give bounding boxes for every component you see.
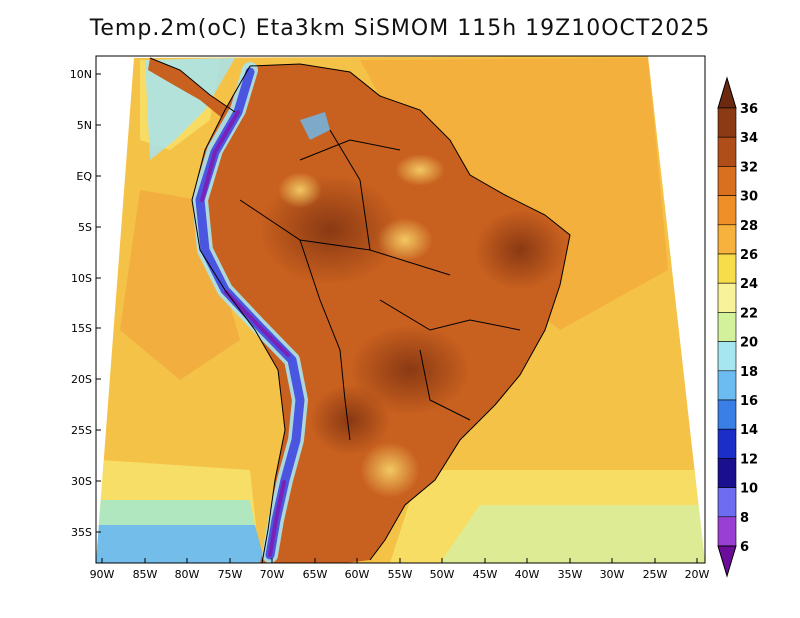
lon-tick-label: 25W [643, 568, 668, 581]
lon-tick-label: 20W [685, 568, 710, 581]
country-border-1 [239, 199, 451, 276]
light-spot-4 [360, 442, 420, 498]
colorbar-segment [717, 107, 737, 138]
guiana-highlands [300, 112, 330, 140]
colorbar-segment [717, 136, 737, 167]
colorbar-label: 18 [740, 365, 758, 380]
colorbar-label: 28 [740, 219, 758, 234]
colorbar-segment [717, 282, 737, 313]
colorbar-segment [717, 253, 737, 284]
colorbar-segment [717, 458, 737, 488]
cool-pacific-band [145, 58, 235, 160]
temperature-field [96, 56, 705, 563]
lat-tick-label: 10S [71, 272, 92, 285]
coastline [249, 63, 571, 561]
colorbar-segment [717, 487, 737, 518]
country-border-3 [379, 299, 521, 331]
colorbar-label: 16 [740, 394, 758, 409]
hot-core-chaco [310, 385, 390, 455]
country-border-2 [299, 239, 351, 441]
andes-peaks [200, 110, 290, 557]
light-spot-1 [377, 218, 433, 262]
colorbar: 36 34 32 30 28 26 24 22 20 18 16 14 12 10 8 6 [717, 76, 758, 578]
colorbar-segment [717, 195, 737, 226]
lon-tick-label: 75W [218, 568, 243, 581]
colorbar-label: 26 [740, 248, 758, 263]
light-spot-2 [278, 172, 322, 208]
colorbar-label: 14 [740, 423, 758, 438]
colorbar-label: 32 [740, 160, 758, 175]
longitude-axis: 90W 85W 80W 75W 70W 65W 60W 55W 50W 45W … [90, 558, 710, 581]
colorbar-segment [717, 312, 737, 342]
lon-tick-label: 35W [558, 568, 583, 581]
coastline-west [191, 65, 286, 564]
lon-tick-label: 70W [260, 568, 285, 581]
lon-tick-label: 40W [515, 568, 540, 581]
colorbar-label: 36 [740, 102, 758, 117]
lat-tick-label: EQ [76, 170, 92, 183]
colorbar-label: 22 [740, 306, 758, 321]
borders [149, 57, 571, 564]
lat-tick-label: 20S [71, 373, 92, 386]
colorbar-bottom-arrow [717, 545, 737, 578]
hot-core-northeast [475, 210, 565, 290]
lat-tick-label: 35S [71, 526, 92, 539]
warm-ocean-band [360, 58, 668, 330]
lat-tick-label: 30S [71, 475, 92, 488]
lon-tick-label: 90W [90, 568, 115, 581]
colorbar-segment [717, 224, 737, 255]
colorbar-segment [717, 399, 737, 430]
lon-tick-label: 45W [473, 568, 498, 581]
colorbar-segment [717, 166, 737, 196]
lon-tick-label: 30W [600, 568, 625, 581]
colorbar-segment [717, 516, 737, 547]
cool-atlantic-south [440, 505, 705, 563]
lon-tick-label: 85W [133, 568, 158, 581]
central-america [148, 58, 235, 118]
lon-tick-label: 50W [430, 568, 455, 581]
colorbar-segment [717, 428, 737, 459]
colorbar-label: 20 [740, 336, 758, 351]
cold-pacific-deep [96, 525, 265, 563]
lat-tick-label: 5N [77, 119, 92, 132]
country-border-6 [299, 139, 401, 161]
lat-tick-label: 10N [70, 68, 92, 81]
lon-tick-label: 55W [388, 568, 413, 581]
light-spot-3 [395, 154, 445, 186]
colorbar-label: 30 [740, 190, 758, 205]
central-america-coast [149, 57, 236, 113]
colorbar-top-arrow [717, 76, 737, 109]
colorbar-segment [717, 341, 737, 372]
lon-tick-label: 60W [345, 568, 370, 581]
colorbar-label: 34 [740, 131, 758, 146]
colorbar-label: 8 [740, 511, 749, 526]
country-border-5 [419, 349, 471, 421]
lon-tick-label: 65W [303, 568, 328, 581]
colorbar-label: 12 [740, 452, 758, 467]
colorbar-label: 10 [740, 482, 758, 497]
lat-tick-label: 15S [71, 322, 92, 335]
lat-tick-label: 5S [78, 221, 92, 234]
latitude-axis: 10N 5N EQ 5S 10S 15S 20S 25S 30S 35S [70, 68, 101, 539]
colorbar-segment [717, 370, 737, 401]
map-title: Temp.2m(oC) Eta3km SiSMOM 115h 19Z10OCT2… [89, 16, 711, 41]
lat-tick-label: 25S [71, 424, 92, 437]
hot-core-central [350, 325, 470, 415]
lon-tick-label: 80W [175, 568, 200, 581]
colorbar-label: 24 [740, 277, 758, 292]
country-border-4 [329, 129, 371, 251]
colorbar-label: 6 [740, 540, 749, 555]
